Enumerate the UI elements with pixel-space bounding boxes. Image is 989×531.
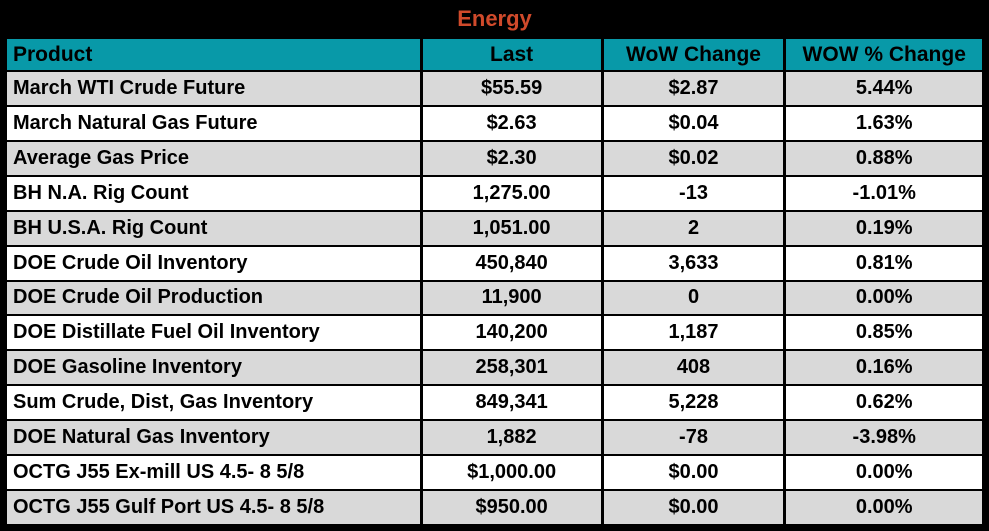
- cell-wow-pct-change: 0.00%: [783, 454, 985, 492]
- cell-wow-change: 3,633: [600, 244, 787, 282]
- cell-last: $2.30: [419, 139, 604, 177]
- column-header-product: Product: [4, 37, 423, 72]
- cell-wow-pct-change: 5.44%: [783, 70, 985, 107]
- cell-last: $55.59: [419, 70, 604, 107]
- cell-wow-change: -78: [600, 419, 787, 457]
- cell-wow-pct-change: 0.81%: [783, 244, 985, 282]
- table-row: DOE Crude Oil Production 11,900 0 0.00%: [4, 279, 985, 317]
- cell-last: $1,000.00: [419, 454, 604, 492]
- cell-product: DOE Crude Oil Production: [4, 279, 423, 317]
- column-header-last: Last: [419, 37, 604, 72]
- column-header-wow-pct-change: WOW % Change: [783, 37, 985, 72]
- column-header-wow-change: WoW Change: [600, 37, 787, 72]
- cell-wow-change: $0.04: [600, 104, 787, 142]
- table-row: OCTG J55 Gulf Port US 4.5- 8 5/8 $950.00 $…: [4, 489, 985, 526]
- table-row: March Natural Gas Future $2.63 $0.04 1.63%: [4, 104, 985, 142]
- energy-table: Product Last WoW Change WOW % Change Mar…: [4, 37, 985, 526]
- table-row: BH U.S.A. Rig Count 1,051.00 2 0.19%: [4, 209, 985, 247]
- cell-last: 1,882: [419, 419, 604, 457]
- cell-last: $2.63: [419, 104, 604, 142]
- cell-product: BH N.A. Rig Count: [4, 174, 423, 212]
- cell-wow-change: 5,228: [600, 384, 787, 422]
- table-row: DOE Distillate Fuel Oil Inventory 140,200…: [4, 314, 985, 352]
- cell-last: 258,301: [419, 349, 604, 387]
- cell-wow-change: $2.87: [600, 70, 787, 107]
- cell-product: BH U.S.A. Rig Count: [4, 209, 423, 247]
- table-body: March WTI Crude Future $55.59 $2.87 5.44% Ma…: [4, 70, 985, 526]
- table-title: Energy: [457, 5, 532, 31]
- cell-product: OCTG J55 Ex-mill US 4.5- 8 5/8: [4, 454, 423, 492]
- cell-last: 140,200: [419, 314, 604, 352]
- cell-wow-change: 0: [600, 279, 787, 317]
- cell-last: 1,051.00: [419, 209, 604, 247]
- cell-wow-change: 408: [600, 349, 787, 387]
- cell-last: 450,840: [419, 244, 604, 282]
- table-row: DOE Crude Oil Inventory 450,840 3,633 0.81%: [4, 244, 985, 282]
- cell-product: March Natural Gas Future: [4, 104, 423, 142]
- cell-product: DOE Gasoline Inventory: [4, 349, 423, 387]
- table-row: BH N.A. Rig Count 1,275.00 -13 -1.01%: [4, 174, 985, 212]
- table-title-bar: Energy: [4, 0, 985, 37]
- cell-last: $950.00: [419, 489, 604, 526]
- cell-wow-change: 1,187: [600, 314, 787, 352]
- cell-wow-change: $0.02: [600, 139, 787, 177]
- cell-product: DOE Crude Oil Inventory: [4, 244, 423, 282]
- cell-product: Average Gas Price: [4, 139, 423, 177]
- cell-wow-pct-change: 0.19%: [783, 209, 985, 247]
- cell-wow-change: -13: [600, 174, 787, 212]
- cell-wow-pct-change: 0.85%: [783, 314, 985, 352]
- cell-product: OCTG J55 Gulf Port US 4.5- 8 5/8: [4, 489, 423, 526]
- cell-wow-pct-change: -1.01%: [783, 174, 985, 212]
- cell-wow-pct-change: -3.98%: [783, 419, 985, 457]
- cell-wow-pct-change: 0.62%: [783, 384, 985, 422]
- table-row: March WTI Crude Future $55.59 $2.87 5.44%: [4, 70, 985, 107]
- cell-wow-pct-change: 1.63%: [783, 104, 985, 142]
- cell-last: 11,900: [419, 279, 604, 317]
- cell-wow-pct-change: 0.00%: [783, 279, 985, 317]
- cell-wow-change: $0.00: [600, 489, 787, 526]
- cell-wow-change: 2: [600, 209, 787, 247]
- table-row: Sum Crude, Dist, Gas Inventory 849,341 5,2…: [4, 384, 985, 422]
- table-row: DOE Gasoline Inventory 258,301 408 0.16%: [4, 349, 985, 387]
- table-row: OCTG J55 Ex-mill US 4.5- 8 5/8 $1,000.00 $…: [4, 454, 985, 492]
- cell-product: March WTI Crude Future: [4, 70, 423, 107]
- cell-last: 1,275.00: [419, 174, 604, 212]
- cell-last: 849,341: [419, 384, 604, 422]
- cell-wow-pct-change: 0.88%: [783, 139, 985, 177]
- table-row: Average Gas Price $2.30 $0.02 0.88%: [4, 139, 985, 177]
- header-row: Product Last WoW Change WOW % Change: [4, 37, 985, 72]
- cell-product: DOE Natural Gas Inventory: [4, 419, 423, 457]
- cell-wow-pct-change: 0.00%: [783, 489, 985, 526]
- cell-wow-change: $0.00: [600, 454, 787, 492]
- cell-product: DOE Distillate Fuel Oil Inventory: [4, 314, 423, 352]
- table-row: DOE Natural Gas Inventory 1,882 -78 -3.98%: [4, 419, 985, 457]
- cell-product: Sum Crude, Dist, Gas Inventory: [4, 384, 423, 422]
- cell-wow-pct-change: 0.16%: [783, 349, 985, 387]
